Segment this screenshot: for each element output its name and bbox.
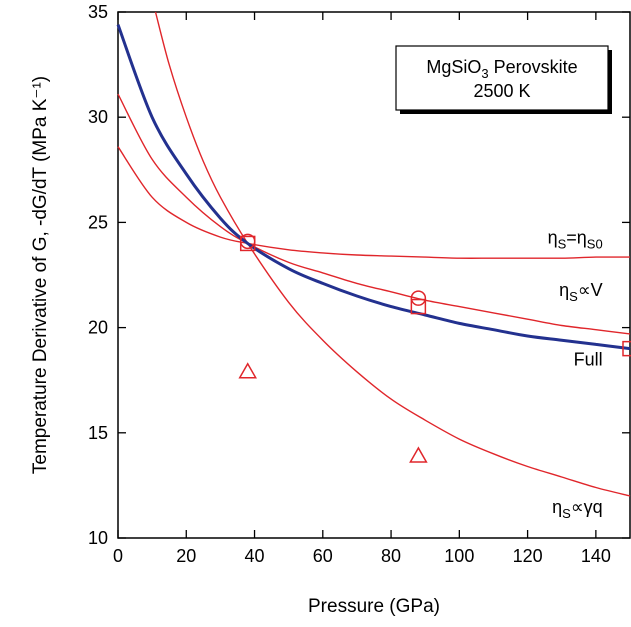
y-tick-label: 35 <box>88 2 108 22</box>
plot-frame <box>117 11 631 539</box>
tick-marks <box>117 11 630 539</box>
square-marker <box>622 340 631 357</box>
x-tick-label: 80 <box>381 546 401 566</box>
x-tick-label: 120 <box>513 546 543 566</box>
series-line-full <box>116 24 631 351</box>
triangle-marker <box>409 446 428 463</box>
series-line-eta-v <box>117 93 631 335</box>
y-tick-label: 20 <box>88 318 108 338</box>
annotation-eta-v: ηS∝V <box>559 280 603 304</box>
legend-subtitle: 2500 K <box>473 81 530 101</box>
x-tick-label: 20 <box>176 546 196 566</box>
data-markers <box>238 233 631 463</box>
curve-annotations: ηS=ηS0 ηS∝V Full ηS∝γq <box>548 227 603 520</box>
square-marker <box>239 235 256 252</box>
series-line-eta-s0 <box>117 146 631 259</box>
legend-box: MgSiO3 Perovskite 2500 K <box>395 45 612 114</box>
annotation-eta-s0: ηS=ηS0 <box>548 227 603 251</box>
x-tick-labels: 0 20 40 60 80 100 120 140 <box>113 546 611 566</box>
circle-marker <box>410 290 427 306</box>
annotation-full: Full <box>574 349 603 369</box>
series-lines <box>116 11 631 497</box>
square-marker <box>410 298 427 315</box>
y-axis-label: Temperature Derivative of G, -dG/dT (MPa… <box>30 76 51 474</box>
x-tick-label: 100 <box>444 546 474 566</box>
legend-title: MgSiO3 Perovskite <box>426 57 577 81</box>
x-tick-label: 0 <box>113 546 123 566</box>
y-tick-label: 30 <box>88 107 108 127</box>
x-axis-label: Pressure (GPa) <box>308 596 440 617</box>
y-tick-label: 25 <box>88 212 108 232</box>
legend-box-frame <box>395 45 609 111</box>
triangle-marker <box>238 362 257 379</box>
x-tick-label: 60 <box>313 546 333 566</box>
annotation-eta-gq: ηS∝γq <box>552 497 603 521</box>
series-line-eta-gq <box>154 11 631 497</box>
y-tick-label: 15 <box>88 423 108 443</box>
y-tick-labels: 10 15 20 25 30 35 <box>88 2 108 548</box>
x-tick-label: 140 <box>581 546 611 566</box>
x-tick-label: 40 <box>245 546 265 566</box>
y-tick-label: 10 <box>88 528 108 548</box>
